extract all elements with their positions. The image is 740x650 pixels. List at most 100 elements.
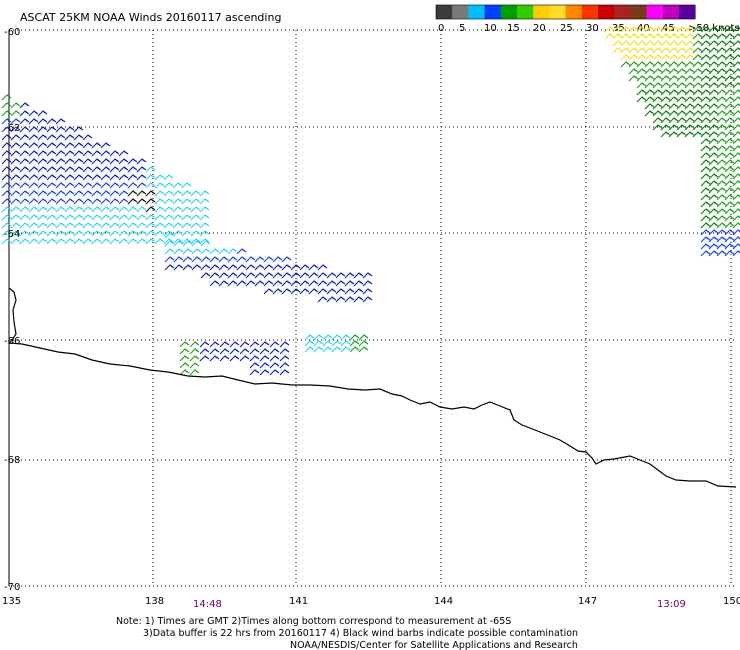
wind-barb (109, 158, 120, 165)
wind-barb (692, 131, 703, 138)
wind-barb (668, 33, 679, 40)
wind-barb (716, 47, 727, 54)
wind-barb (73, 230, 84, 237)
wind-barb (249, 355, 260, 362)
wind-barb (628, 61, 639, 68)
wind-barb (700, 229, 711, 236)
wind-barb (109, 238, 120, 245)
wind-barb (127, 182, 138, 189)
wind-barb (724, 208, 735, 215)
wind-barb (313, 334, 324, 341)
wind-barb (127, 166, 138, 173)
wind-barb (628, 75, 639, 82)
wind-barb (181, 182, 192, 189)
wind-barb (10, 174, 21, 181)
wind-barb (1, 102, 12, 109)
wind-barb (716, 40, 727, 47)
wind-barb (676, 68, 687, 75)
wind-barb (10, 102, 21, 109)
legend-swatch (484, 5, 502, 19)
wind-barb (28, 190, 39, 197)
wind-barb (732, 54, 740, 61)
wind-barb (290, 280, 301, 287)
wind-barb (189, 348, 200, 355)
wind-barb (353, 280, 364, 287)
wind-barb (154, 190, 165, 197)
latitude-label: -62 (4, 123, 20, 134)
latitude-label: -60 (4, 27, 20, 38)
wind-barb (10, 190, 21, 197)
wind-barb (732, 138, 740, 145)
wind-barb (28, 118, 39, 125)
wind-barb (10, 206, 21, 213)
wind-barb (724, 110, 735, 117)
wind-barb (716, 33, 727, 40)
wind-barb (163, 174, 174, 181)
wind-barb (692, 103, 703, 110)
wind-barb (708, 82, 719, 89)
wind-barb (644, 68, 655, 75)
wind-barb (145, 190, 156, 197)
wind-barb (335, 280, 346, 287)
wind-barb (317, 264, 328, 271)
wind-barb (19, 190, 30, 197)
wind-barb (708, 166, 719, 173)
wind-barb (716, 103, 727, 110)
wind-barb (181, 230, 192, 237)
wind-barb (127, 190, 138, 197)
wind-barb (676, 96, 687, 103)
wind-barb (716, 229, 727, 236)
wind-barb (716, 159, 727, 166)
wind-barb (1, 190, 12, 197)
wind-barb (716, 222, 727, 229)
wind-barb (73, 182, 84, 189)
wind-barb (636, 75, 647, 82)
longitude-label: 135 (2, 596, 21, 607)
wind-barb (716, 250, 727, 257)
wind-barb (154, 198, 165, 205)
wind-barb (91, 222, 102, 229)
wind-barb (684, 124, 695, 131)
wind-barb (353, 288, 364, 295)
wind-barb (732, 208, 740, 215)
wind-barb (700, 68, 711, 75)
legend-swatch (630, 5, 647, 19)
wind-barb (82, 158, 93, 165)
legend-label: 10 (484, 23, 497, 34)
wind-barb (326, 280, 337, 287)
wind-barb (19, 230, 30, 237)
wind-barb (340, 340, 351, 347)
wind-barb (263, 272, 274, 279)
wind-barb (55, 142, 66, 149)
wind-barb (46, 150, 57, 157)
wind-barb (218, 248, 229, 255)
wind-barb (164, 248, 175, 255)
wind-barb (109, 166, 120, 173)
wind-barb (118, 150, 129, 157)
wind-barb (259, 341, 270, 348)
wind-barb (612, 47, 623, 54)
wind-barb (145, 198, 156, 205)
wind-barb (358, 334, 369, 341)
wind-barb (299, 280, 310, 287)
wind-barb (724, 159, 735, 166)
wind-barb (37, 206, 48, 213)
wind-barb (700, 89, 711, 96)
wind-barb (109, 206, 120, 213)
wind-barb (190, 238, 201, 245)
wind-barb (37, 118, 48, 125)
wind-barb (163, 238, 174, 245)
wind-barb (46, 182, 57, 189)
wind-barb (172, 214, 183, 221)
wind-barb (28, 182, 39, 189)
wind-barb (118, 190, 129, 197)
wind-barb (708, 236, 719, 243)
wind-barb (37, 158, 48, 165)
wind-barb (676, 40, 687, 47)
wind-barb (91, 166, 102, 173)
wind-barb (732, 152, 740, 159)
legend-label: 5 (459, 23, 465, 34)
wind-barb (708, 208, 719, 215)
wind-barb (700, 82, 711, 89)
wind-barb (628, 26, 639, 33)
